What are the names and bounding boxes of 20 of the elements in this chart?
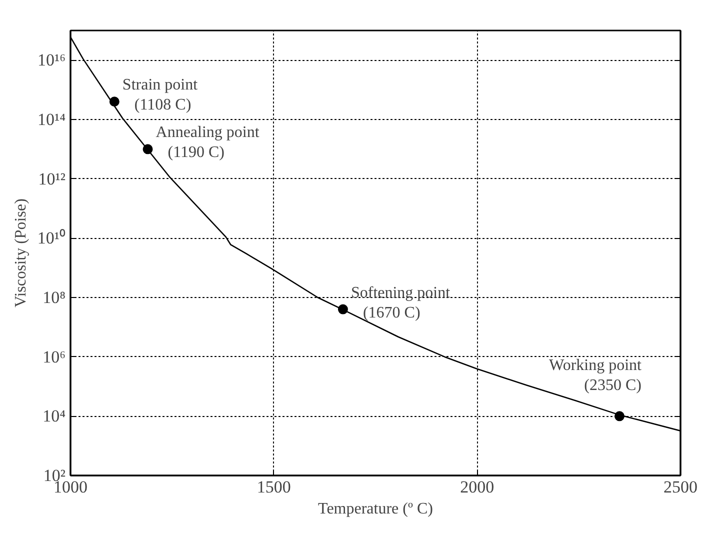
annotation: Annealing point (1190 C) bbox=[156, 124, 260, 162]
annotation: Strain point (1108 C) bbox=[122, 76, 198, 114]
x-axis-title: Temperature (º C) bbox=[318, 500, 433, 518]
y-tick-label: 10⁶ bbox=[42, 347, 66, 366]
y-tick-label: 10¹⁶ bbox=[37, 50, 66, 70]
annotation: Working point (2350 C) bbox=[549, 357, 642, 394]
y-tick-label: 10⁸ bbox=[42, 288, 66, 307]
y-tick-label: 10⁴ bbox=[42, 406, 66, 426]
y-tick-label: 10¹² bbox=[38, 169, 66, 188]
annotation: Softening point (1670 C) bbox=[350, 284, 451, 322]
point bbox=[142, 144, 153, 154]
x-tick-label: 1500 bbox=[256, 478, 291, 496]
y-tick-label: 10¹⁰ bbox=[37, 228, 66, 248]
y-tick-label: 10¹⁴ bbox=[37, 110, 66, 129]
point bbox=[109, 96, 120, 107]
y-axis-title: Viscosity (Poise) bbox=[12, 198, 30, 308]
point bbox=[338, 304, 348, 314]
x-tick-label: 2500 bbox=[664, 478, 698, 496]
x-tick-label: 2000 bbox=[460, 478, 494, 496]
point bbox=[614, 411, 624, 422]
